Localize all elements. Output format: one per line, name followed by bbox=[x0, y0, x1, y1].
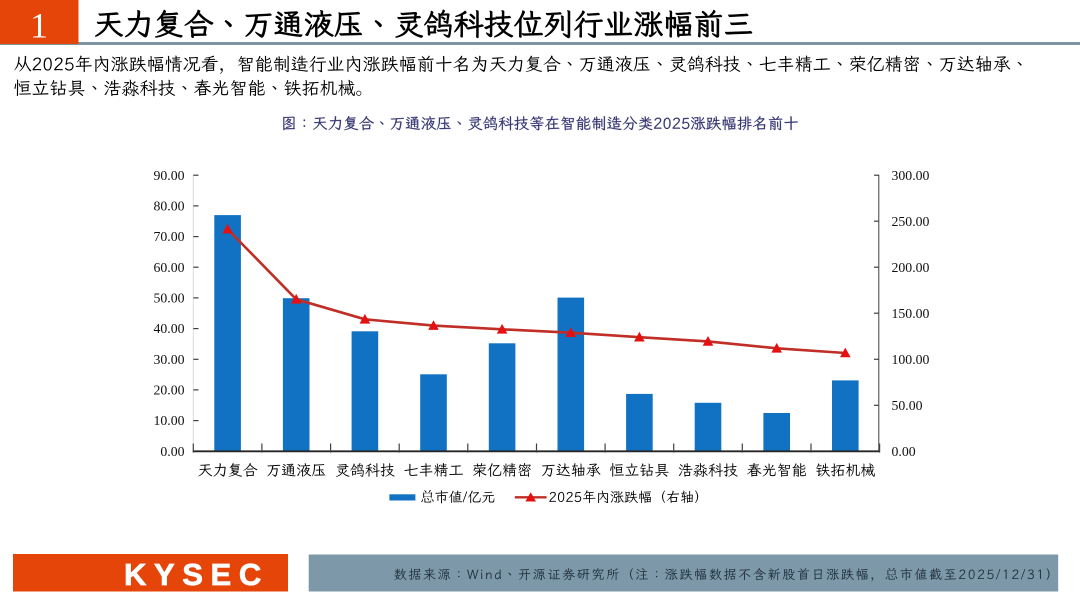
svg-text:50.00: 50.00 bbox=[892, 398, 923, 413]
svg-text:50.00: 50.00 bbox=[153, 291, 184, 306]
svg-text:90.00: 90.00 bbox=[153, 168, 184, 183]
svg-text:40.00: 40.00 bbox=[153, 321, 184, 336]
svg-text:30.00: 30.00 bbox=[153, 352, 184, 367]
svg-text:300.00: 300.00 bbox=[892, 168, 930, 183]
svg-text:20.00: 20.00 bbox=[153, 383, 184, 398]
svg-text:100.00: 100.00 bbox=[892, 352, 930, 367]
svg-text:80.00: 80.00 bbox=[153, 199, 184, 214]
svg-text:60.00: 60.00 bbox=[153, 260, 184, 275]
svg-text:150.00: 150.00 bbox=[892, 306, 930, 321]
svg-text:KYSEC: KYSEC bbox=[124, 557, 269, 592]
svg-text:200.00: 200.00 bbox=[892, 260, 930, 275]
svg-text:0.00: 0.00 bbox=[160, 444, 184, 459]
svg-text:70.00: 70.00 bbox=[153, 229, 184, 244]
svg-text:1: 1 bbox=[30, 6, 48, 46]
svg-text:0.00: 0.00 bbox=[892, 444, 916, 459]
svg-text:10.00: 10.00 bbox=[153, 413, 184, 428]
svg-text:250.00: 250.00 bbox=[892, 214, 930, 229]
